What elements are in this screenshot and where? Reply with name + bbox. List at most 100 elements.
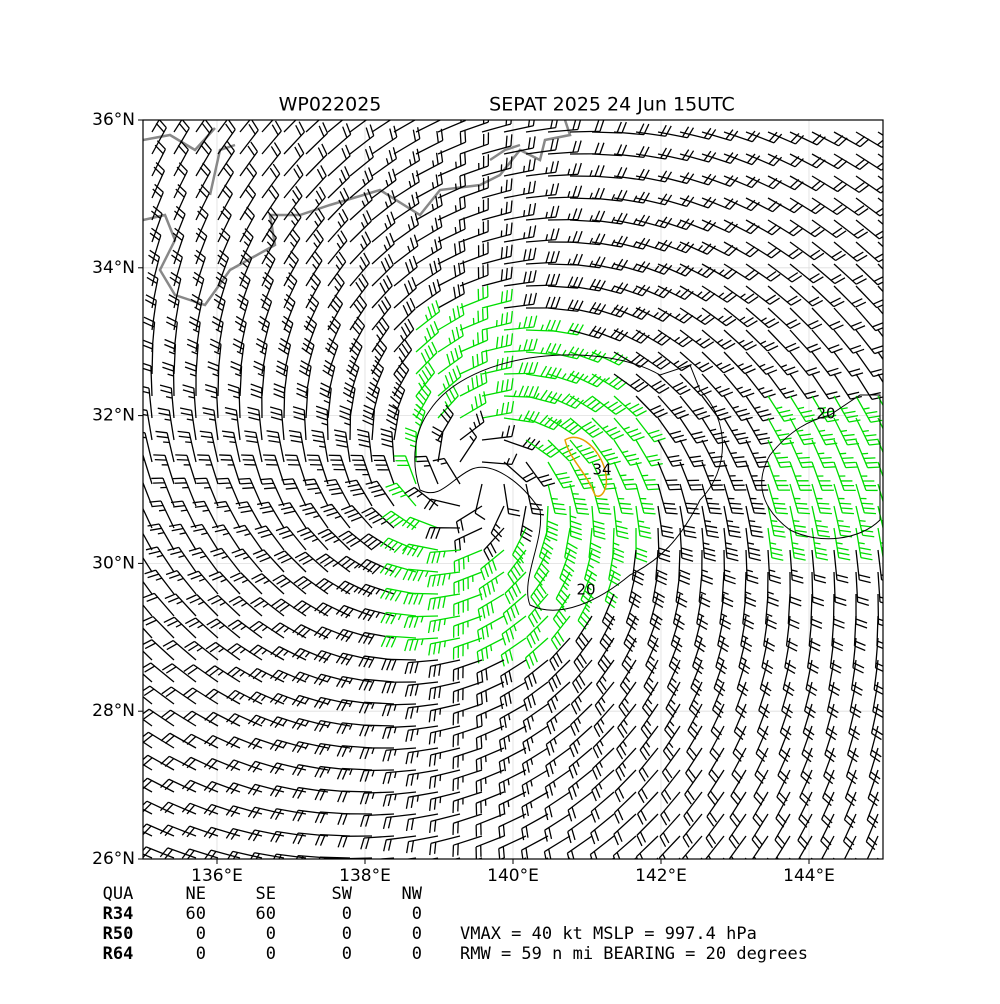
wind-barb (179, 407, 197, 441)
wind-barb (525, 273, 561, 287)
wind-barb (250, 383, 263, 419)
wind-barb (660, 769, 681, 804)
wind-barb (217, 227, 231, 265)
wind-barb (371, 296, 392, 331)
wind-barb (233, 524, 263, 551)
wind-barb (701, 549, 714, 585)
wind-barb (314, 765, 351, 778)
wind-barb (170, 500, 197, 529)
wind-barb (143, 800, 175, 815)
wind-barb (349, 188, 373, 221)
wind-barb (365, 381, 381, 419)
wind-barb (381, 658, 417, 671)
wind-barb (428, 725, 461, 745)
wind-barb (601, 593, 616, 631)
wind-barb (183, 664, 219, 683)
wind-barb (151, 162, 165, 199)
wind-barb (211, 316, 224, 353)
wind-barb (336, 745, 373, 758)
wind-barb (292, 624, 329, 639)
wind-barb (766, 571, 779, 607)
table-cell: 0 (266, 924, 276, 944)
wind-barb (261, 142, 282, 177)
wind-barb (877, 351, 883, 361)
wind-barb (349, 210, 373, 243)
wind-barb (305, 165, 327, 199)
wind-barb (580, 571, 594, 609)
wind-barb (181, 802, 219, 815)
wind-barb (333, 429, 351, 463)
wind-barb (877, 153, 883, 159)
wind-barb (811, 417, 838, 446)
wind-barb (197, 454, 219, 485)
wind-barb (767, 329, 800, 353)
wind-barb (254, 525, 285, 551)
wind-barb (635, 329, 672, 346)
wind-barb (358, 631, 395, 645)
wind-barb (811, 307, 844, 331)
wind-barb (357, 608, 395, 622)
wind-barb (261, 271, 274, 309)
wind-barb (547, 140, 582, 155)
wind-barb (481, 424, 516, 441)
wind-barb (645, 637, 659, 674)
wind-barb (284, 454, 307, 485)
wind-barb (569, 373, 606, 388)
wind-barb (405, 791, 439, 809)
wind-barb (822, 769, 835, 807)
wind-barb (202, 407, 219, 441)
wind-barb (431, 426, 444, 463)
wind-barb (415, 279, 442, 309)
wind-barb (481, 266, 513, 287)
wind-barb (527, 593, 549, 628)
wind-barb (701, 395, 732, 421)
wind-barb (151, 183, 164, 221)
wind-barb (521, 791, 549, 819)
wind-barb (613, 439, 642, 466)
table-cell: 60 (186, 904, 206, 924)
wind-barb (525, 138, 559, 155)
wind-barb (226, 666, 263, 683)
wind-barb (327, 123, 352, 155)
wind-barb (525, 228, 560, 243)
wind-barb (143, 823, 175, 837)
wind-barb (459, 263, 489, 287)
wind-barb (833, 549, 849, 584)
wind-barb (371, 338, 388, 375)
wind-barb (327, 273, 345, 309)
wind-barb (767, 285, 802, 306)
wind-barb (690, 659, 703, 697)
wind-barb (209, 338, 222, 375)
wind-barb (701, 197, 739, 210)
wind-barb (358, 655, 395, 669)
wind-barb (194, 249, 206, 287)
wind-barb (681, 835, 703, 859)
wind-barb (406, 835, 439, 854)
wind-barb (182, 384, 197, 419)
wind-barb (567, 857, 571, 859)
wind-barb (591, 439, 621, 466)
table-header: NW (402, 884, 423, 904)
wind-barb (281, 315, 294, 353)
wind-barb (789, 483, 810, 515)
wind-barb (349, 145, 374, 177)
wind-barb (662, 725, 681, 761)
wind-barb (303, 315, 318, 353)
wind-barb (476, 681, 505, 707)
wind-barb (412, 403, 426, 441)
wind-barb (291, 718, 329, 730)
wind-barb (745, 307, 780, 329)
wind-barb (404, 486, 439, 507)
table-header: QUA (103, 884, 134, 904)
wind-barb (668, 637, 681, 675)
wind-barb (315, 405, 329, 441)
wind-barb (359, 724, 395, 737)
wind-barb (159, 384, 175, 419)
wind-barb (877, 241, 883, 248)
wind-barb (708, 747, 725, 784)
wind-barb (679, 263, 716, 279)
wind-barb (533, 549, 550, 586)
wind-barb (723, 263, 760, 281)
wind-barb (393, 360, 410, 397)
wind-barb (692, 637, 704, 675)
